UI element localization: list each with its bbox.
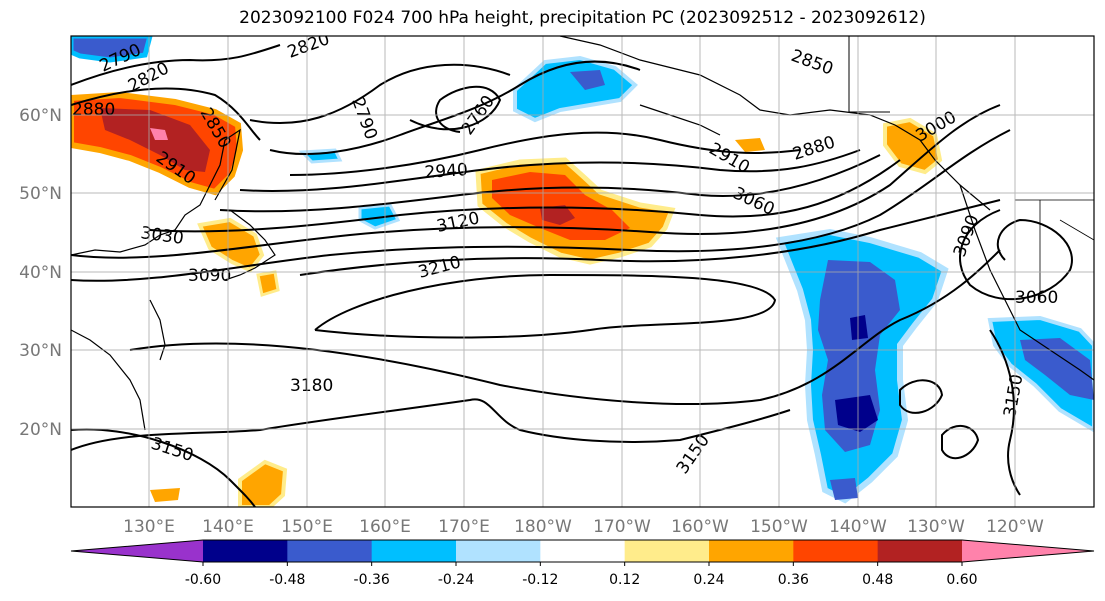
colorbar-tick-label: -0.48 (269, 572, 305, 588)
colorbar-extend-min (71, 540, 203, 562)
lon-label: 140°E (202, 517, 254, 537)
colorbar-extend-max (962, 540, 1094, 562)
colorbar-tick-label: 0.12 (609, 572, 640, 588)
contour-label: 3090 (188, 266, 231, 286)
colorbar-tick-label: 0.36 (778, 572, 809, 588)
coastlines (71, 36, 1094, 431)
gridlines (71, 36, 1094, 507)
border-us-states (1015, 199, 1094, 300)
lat-label: 20°N (19, 420, 62, 440)
coastline-aleutians (639, 104, 721, 136)
contour-label: 2940 (424, 160, 469, 183)
lon-label: 170°W (593, 517, 651, 537)
lon-label: 150°W (750, 517, 808, 537)
precip-positive-bottomleft-2 (150, 488, 180, 502)
colorbar-tick-label: 0.60 (946, 572, 977, 588)
lat-label: 30°N (19, 341, 62, 361)
contour-line (941, 425, 980, 460)
contour-label: 2880 (72, 100, 115, 120)
latitude-labels: 60°N 50°N 40°N 30°N 20°N (19, 106, 62, 440)
lon-label: 180°W (514, 517, 572, 537)
contour-line (219, 154, 881, 213)
colorbar-ticks: -0.60 -0.48 -0.36 -0.24 -0.12 0.12 0.24 0.36 0.4… (185, 562, 978, 588)
contour-line (71, 129, 1011, 282)
lat-label: 40°N (19, 263, 62, 283)
colorbar-tick-label: -0.12 (522, 572, 558, 588)
colorbar: -0.60 -0.48 -0.36 -0.24 -0.12 0.12 0.24 0.36 0.4… (70, 539, 1095, 588)
precip-negative-topleft (71, 36, 153, 63)
lon-label: 120°W (986, 517, 1044, 537)
contour-line (289, 131, 801, 176)
precip-negative-east-core-2 (835, 395, 878, 432)
contour-line (71, 398, 791, 451)
lon-label: 150°E (281, 517, 333, 537)
contour-line (149, 159, 901, 233)
lon-label: 170°E (438, 517, 490, 537)
precip-positive-bottomleft (238, 459, 288, 507)
contour-line (71, 428, 256, 507)
lat-label: 50°N (19, 184, 62, 204)
lon-label: 130°W (907, 517, 965, 537)
precip-negative-east-core-1 (850, 315, 868, 340)
coastline-alaska (559, 36, 991, 211)
lon-label: 160°E (359, 517, 411, 537)
colorbar-swatch (877, 540, 963, 562)
coastline-china (71, 329, 146, 431)
lat-label: 60°N (19, 106, 62, 126)
height-contours (71, 44, 1073, 507)
precip-positive-alaska (883, 117, 943, 175)
contour-line (239, 149, 861, 192)
coastline-north-america (959, 184, 1094, 381)
contour-line (71, 87, 261, 141)
precip-positive-central-inner (540, 205, 575, 225)
colorbar-tick-label: -0.60 (185, 572, 221, 588)
precip-negative-bering-core (570, 70, 605, 90)
colorbar-tick-label: 0.24 (693, 572, 724, 588)
contour-line (314, 273, 777, 339)
contour-label: 3180 (290, 376, 333, 396)
contour-line (409, 85, 502, 133)
colorbar-swatches (71, 540, 1094, 562)
border-canada-us (848, 36, 890, 113)
contour-line (989, 329, 1021, 496)
contour-line (71, 104, 1001, 259)
precip-positive-alaska-2 (735, 138, 765, 152)
colorbar-tick-label: -0.24 (438, 572, 474, 588)
contour-line (71, 44, 281, 86)
coastline-korea (149, 299, 166, 361)
lon-label: 130°E (123, 517, 175, 537)
longitude-labels: 130°E 140°E 150°E 160°E 170°E 180°W 170°… (123, 517, 1044, 537)
precip-positive-japan-2 (256, 270, 280, 297)
contour-label: 3060 (1015, 288, 1058, 308)
coastline-japan (224, 209, 276, 281)
map-panel: 2790 2820 2820 2850 2790 2760 2850 2880 … (70, 35, 1095, 508)
colorbar-swatch (540, 540, 626, 562)
colorbar-swatch (287, 540, 373, 562)
map-title: 2023092100 F024 700 hPa height, precipit… (239, 8, 926, 28)
colorbar-swatch (793, 540, 879, 562)
colorbar-swatch (371, 540, 457, 562)
contour-line (269, 60, 641, 155)
map-frame (70, 35, 1095, 508)
precip-shading (71, 36, 1094, 507)
contour-line (299, 199, 1001, 276)
precip-negative-east-bottom (830, 478, 858, 500)
colorbar-swatch (203, 540, 288, 562)
contour-line (959, 209, 1073, 301)
colorbar-swatch (456, 540, 541, 562)
colorbar-tick-label: -0.36 (354, 572, 390, 588)
lon-label: 160°W (671, 517, 729, 537)
colorbar-tick-label: 0.48 (862, 572, 893, 588)
coastline-asia (71, 128, 241, 256)
precip-negative-mexico-core (1020, 338, 1094, 400)
colorbar-swatch (709, 540, 794, 562)
precip-max-nw (150, 128, 168, 140)
lon-label: 140°W (829, 517, 887, 537)
colorbar-swatch (624, 540, 710, 562)
contour-line (129, 249, 1001, 406)
contour-line (249, 63, 511, 124)
contour-line (899, 379, 944, 414)
precip-negative-bering (513, 55, 638, 123)
